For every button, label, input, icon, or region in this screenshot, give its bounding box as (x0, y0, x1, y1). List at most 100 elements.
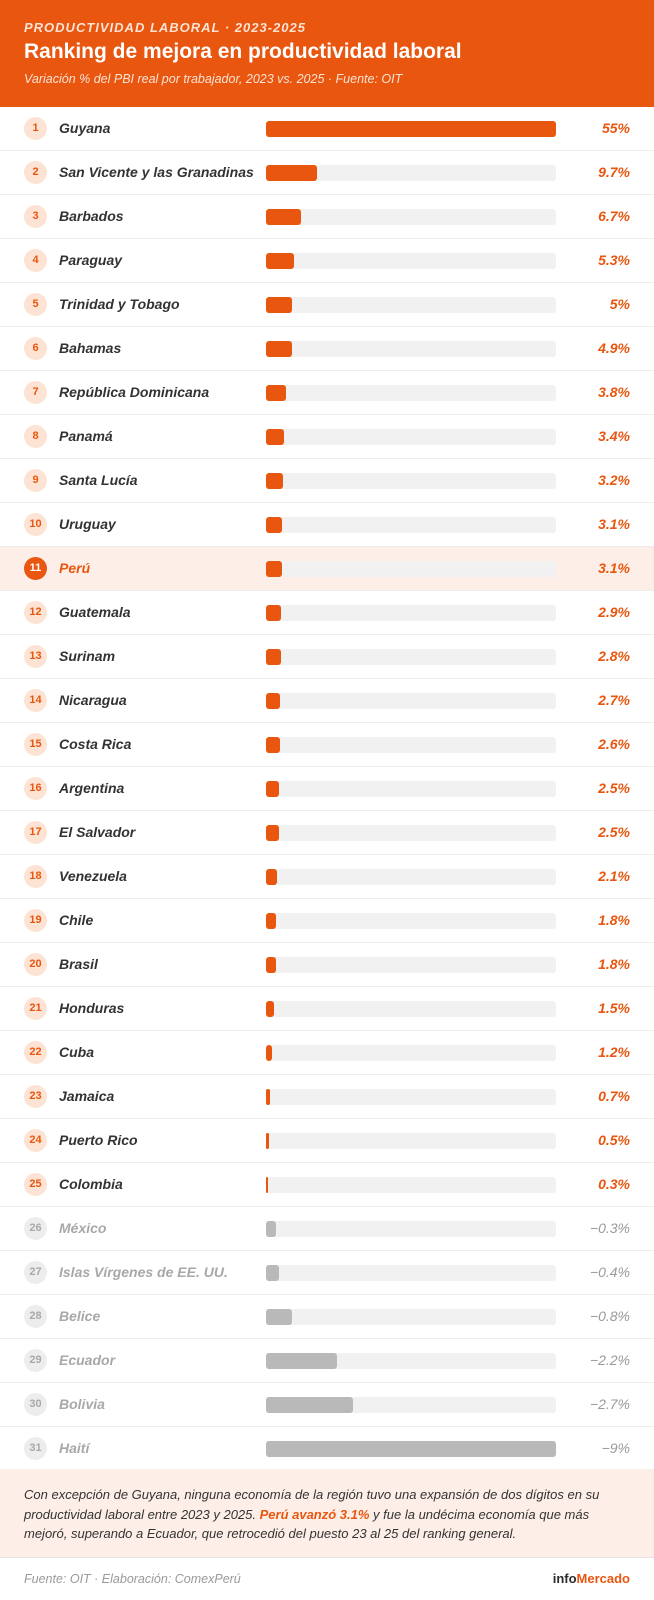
value-label: 3.1% (598, 560, 630, 576)
country-label: Paraguay (59, 252, 123, 268)
bar (266, 1221, 276, 1237)
bar (266, 605, 282, 621)
rank-badge: 4 (24, 249, 47, 272)
value-label: 1.5% (598, 1000, 630, 1016)
rank-badge: 12 (24, 601, 47, 624)
country-label: Jamaica (59, 1088, 115, 1104)
country-label: Bolivia (59, 1396, 105, 1412)
chart-row: 1 Guyana 55% (0, 107, 654, 151)
rank-badge: 11 (24, 557, 47, 580)
country-label: Uruguay (59, 516, 116, 532)
chart-row: 16 Argentina 2.5% (0, 767, 654, 811)
rank-badge: 26 (24, 1217, 47, 1240)
country-label: Colombia (59, 1176, 123, 1192)
chart-row: 2 San Vicente y las Granadinas 9.7% (0, 151, 654, 195)
rank-badge: 13 (24, 645, 47, 668)
rank-badge: 2 (24, 161, 47, 184)
country-label: Venezuela (59, 868, 127, 884)
bar (266, 1397, 353, 1413)
bar (266, 649, 281, 665)
brand-logo: infoMercado (553, 1571, 630, 1586)
country-label: República Dominicana (59, 384, 210, 400)
bar (266, 1089, 270, 1105)
value-label: 6.7% (598, 208, 630, 224)
country-label: Belice (59, 1308, 101, 1324)
value-label: −0.8% (589, 1308, 630, 1324)
country-label: Santa Lucía (59, 472, 138, 488)
bar-track (266, 781, 556, 797)
rank-badge: 6 (24, 337, 47, 360)
rank-badge: 16 (24, 777, 47, 800)
bar-track (266, 385, 556, 401)
bar-track (266, 1001, 556, 1017)
country-label: Ecuador (59, 1352, 116, 1368)
value-label: 1.2% (598, 1044, 630, 1060)
bar (266, 825, 280, 841)
country-label: Costa Rica (59, 736, 132, 752)
bar (266, 1133, 269, 1149)
bar (266, 737, 280, 753)
rank-badge: 3 (24, 205, 47, 228)
value-label: 0.7% (598, 1088, 630, 1104)
rank-badge: 18 (24, 865, 47, 888)
bar (266, 913, 276, 929)
value-label: 2.8% (598, 648, 630, 664)
country-label: Panamá (59, 428, 113, 444)
country-label: El Salvador (59, 824, 136, 840)
country-label: Nicaragua (59, 692, 127, 708)
bar-track (266, 825, 556, 841)
chart-row: 25 Colombia 0.3% (0, 1163, 654, 1207)
bar (266, 517, 283, 533)
chart-row: 14 Nicaragua 2.7% (0, 679, 654, 723)
chart-row: 19 Chile 1.8% (0, 899, 654, 943)
value-label: −2.2% (589, 1352, 630, 1368)
value-label: 2.7% (598, 692, 630, 708)
value-label: 55% (601, 120, 630, 136)
value-label: 2.5% (598, 824, 630, 840)
country-label: Honduras (59, 1000, 125, 1016)
rank-badge: 29 (24, 1349, 47, 1372)
country-label: Perú (59, 560, 91, 576)
bar-track (266, 473, 556, 489)
bar-track (266, 209, 556, 225)
bar-track (266, 1265, 556, 1281)
country-label: Bahamas (59, 340, 122, 356)
value-label: 5.3% (598, 252, 630, 268)
country-label: Islas Vírgenes de EE. UU. (59, 1264, 228, 1280)
chart-row: 27 Islas Vírgenes de EE. UU. −0.4% (0, 1251, 654, 1295)
rank-badge: 30 (24, 1393, 47, 1416)
value-label: 0.3% (598, 1176, 630, 1192)
note-text-before: Con excepción de Guyana, ninguna economí… (24, 1487, 600, 1522)
bar-track (266, 957, 556, 973)
chart-row: 18 Venezuela 2.1% (0, 855, 654, 899)
rank-badge: 14 (24, 689, 47, 712)
bar-track (266, 1309, 556, 1325)
rank-badge: 23 (24, 1085, 47, 1108)
bar-track (266, 429, 556, 445)
chart-row: 20 Brasil 1.8% (0, 943, 654, 987)
country-label: Barbados (59, 208, 124, 224)
value-label: 1.8% (598, 956, 630, 972)
brand-part-2: Mercado (576, 1571, 630, 1586)
bar (266, 1177, 268, 1193)
bar (266, 429, 284, 445)
country-label: Trinidad y Tobago (59, 296, 180, 312)
rank-badge: 5 (24, 293, 47, 316)
value-label: 1.8% (598, 912, 630, 928)
chart-row: 11 Perú 3.1% (0, 547, 654, 591)
chart-row: 26 México −0.3% (0, 1207, 654, 1251)
chart-row: 13 Surinam 2.8% (0, 635, 654, 679)
chart-row: 17 El Salvador 2.5% (0, 811, 654, 855)
rank-badge: 7 (24, 381, 47, 404)
bar (266, 209, 302, 225)
bar-track (266, 649, 556, 665)
chart-row: 21 Honduras 1.5% (0, 987, 654, 1031)
value-label: −0.4% (589, 1264, 630, 1280)
rank-badge: 10 (24, 513, 47, 536)
chart-row: 24 Puerto Rico 0.5% (0, 1119, 654, 1163)
bar-track (266, 1441, 556, 1457)
rank-badge: 27 (24, 1261, 47, 1284)
country-label: Argentina (59, 780, 125, 796)
rank-badge: 21 (24, 997, 47, 1020)
chart-row: 12 Guatemala 2.9% (0, 591, 654, 635)
